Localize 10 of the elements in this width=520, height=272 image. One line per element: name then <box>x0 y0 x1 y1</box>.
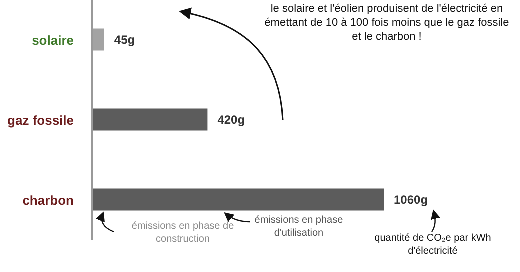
y-tick-label: gaz fossile <box>8 113 74 128</box>
annotation: émissions en phase de construction <box>132 221 234 245</box>
annotation: quantité de CO₂e par kWh d'électricité <box>374 232 492 258</box>
data-label: 1060g <box>394 192 428 207</box>
data-label: 45g <box>114 32 136 47</box>
data-label: 420g <box>218 112 246 127</box>
annotation: émissions en phase d'utilisation <box>254 214 344 240</box>
y-tick-label: solaire <box>32 33 74 48</box>
annotation: le solaire et l'éolien produisent de l'électricité en émettant de 10 à 100 fois moins que le gaz fossile et le charbon ! <box>264 2 510 44</box>
y-tick-label: charbon <box>22 193 74 208</box>
